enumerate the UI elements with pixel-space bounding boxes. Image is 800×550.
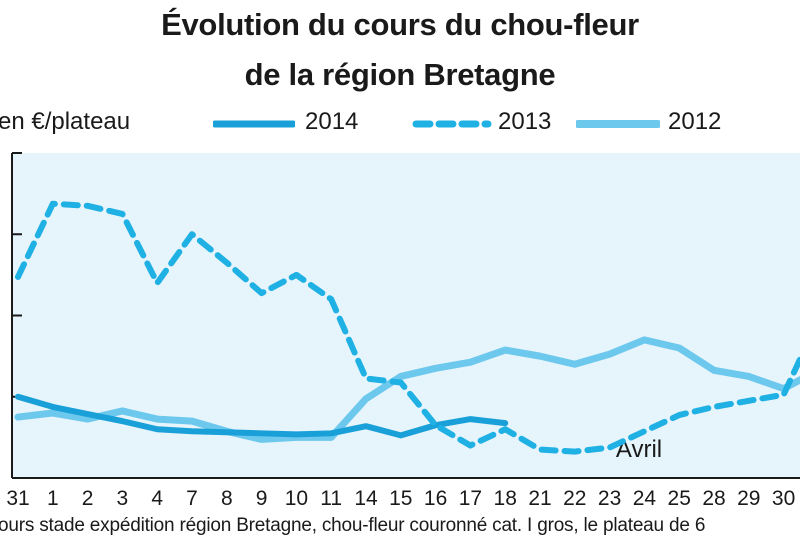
x-tick-label: 29 xyxy=(737,487,760,510)
x-tick-label: 2 xyxy=(82,487,94,510)
x-tick-label: 8 xyxy=(221,487,233,510)
legend-swatch-2013 xyxy=(412,120,492,128)
series-line-2013 xyxy=(15,200,800,455)
x-tick-label: 1 xyxy=(47,487,59,510)
source-footnote: ours stade expédition région Bretagne, c… xyxy=(0,515,706,536)
x-tick-label: 18 xyxy=(494,487,517,510)
y-axis-unit-label: en €/plateau xyxy=(0,108,131,135)
x-tick-label: 14 xyxy=(354,487,378,510)
x-tick-label: 4 xyxy=(151,487,163,510)
x-tick-label: 23 xyxy=(598,487,621,510)
x-tick-label: 22 xyxy=(563,487,586,510)
chart-title-line-2: de la région Bretagne xyxy=(244,57,556,92)
series-line-2012 xyxy=(14,336,800,443)
x-tick-label: 28 xyxy=(702,487,725,510)
chart-title-line-1: Évolution du cours du chou-fleur xyxy=(161,7,639,42)
x-tick-label: 15 xyxy=(389,487,412,510)
x-tick-label: 3 xyxy=(117,487,129,510)
x-tick-label: 17 xyxy=(459,487,482,510)
x-tick-label: 21 xyxy=(528,487,551,510)
x-tick-label: 31 xyxy=(6,487,29,510)
legend-swatch-2012 xyxy=(576,120,660,128)
legend-label-2012: 2012 xyxy=(668,108,722,135)
legend-label-2014: 2014 xyxy=(305,108,359,135)
x-tick-label: 11 xyxy=(320,487,342,510)
x-tick-label: 24 xyxy=(633,487,657,510)
x-tick-label: 9 xyxy=(256,487,268,510)
x-tick-label: 7 xyxy=(186,487,198,510)
x-tick-label: 25 xyxy=(668,487,691,510)
series-line-2014 xyxy=(15,393,509,439)
x-tick-label: 16 xyxy=(424,487,447,510)
legend-label-2013: 2013 xyxy=(498,108,552,135)
legend-swatch-2014 xyxy=(213,120,295,128)
plot-background xyxy=(12,153,800,478)
x-tick-label: 10 xyxy=(285,487,308,510)
x-tick-label: 30 xyxy=(772,487,795,510)
